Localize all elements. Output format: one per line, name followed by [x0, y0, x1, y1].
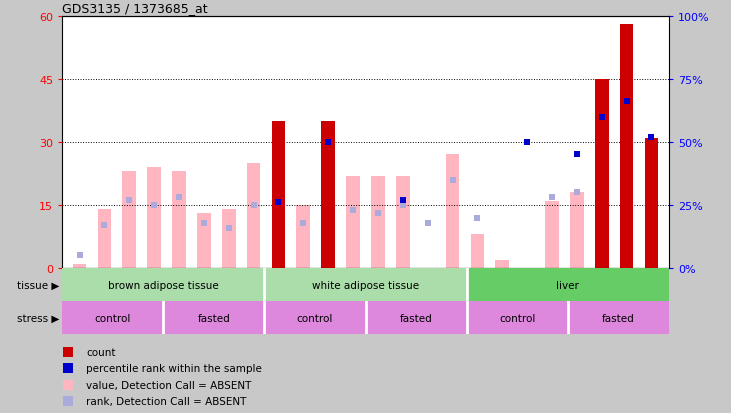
Bar [247, 164, 260, 268]
Bar [322, 121, 335, 268]
Bar [496, 260, 509, 268]
Bar [466, 268, 669, 301]
Bar [173, 172, 186, 268]
Bar [297, 206, 310, 268]
Bar [163, 301, 265, 335]
Text: control: control [94, 313, 131, 323]
Text: value, Detection Call = ABSENT: value, Detection Call = ABSENT [86, 380, 251, 390]
Bar [148, 168, 161, 268]
Bar [620, 25, 634, 268]
Bar [62, 301, 163, 335]
Bar [371, 176, 385, 268]
Text: rank, Detection Call = ABSENT: rank, Detection Call = ABSENT [86, 396, 247, 406]
Bar [568, 301, 669, 335]
Bar [346, 176, 360, 268]
Bar [466, 301, 568, 335]
Text: fasted: fasted [602, 313, 635, 323]
Text: GDS3135 / 1373685_at: GDS3135 / 1373685_at [62, 2, 208, 15]
Bar [471, 235, 484, 268]
Text: control: control [499, 313, 535, 323]
Text: fasted: fasted [197, 313, 230, 323]
Bar [595, 79, 609, 268]
Bar [265, 301, 366, 335]
Bar [570, 193, 583, 268]
Text: brown adipose tissue: brown adipose tissue [108, 280, 219, 290]
Text: count: count [86, 347, 116, 357]
Bar [265, 268, 466, 301]
Bar [545, 201, 558, 268]
Bar [366, 301, 466, 335]
Text: tissue ▶: tissue ▶ [17, 280, 59, 290]
Text: stress ▶: stress ▶ [17, 313, 59, 323]
Bar [645, 138, 659, 268]
Bar [97, 210, 111, 268]
Bar [62, 268, 265, 301]
Text: white adipose tissue: white adipose tissue [312, 280, 419, 290]
Bar [122, 172, 136, 268]
Bar [272, 121, 285, 268]
Text: fasted: fasted [400, 313, 433, 323]
Bar [396, 176, 409, 268]
Text: percentile rank within the sample: percentile rank within the sample [86, 363, 262, 373]
Bar [446, 155, 459, 268]
Text: liver: liver [556, 280, 579, 290]
Bar [197, 214, 211, 268]
Text: control: control [297, 313, 333, 323]
Bar [72, 264, 86, 268]
Bar [222, 210, 235, 268]
